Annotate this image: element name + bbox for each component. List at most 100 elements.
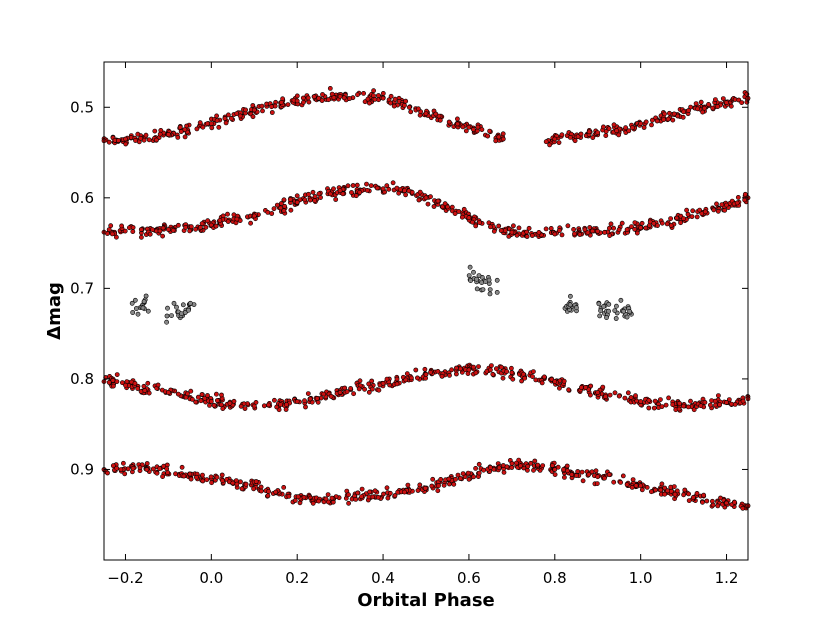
light-curve-point	[258, 484, 264, 490]
light-curve-point	[466, 215, 472, 221]
comparison-star-point	[182, 310, 188, 315]
light-curve-point	[435, 198, 441, 204]
light-curve-point	[436, 483, 441, 489]
comparison-star-point	[133, 306, 139, 311]
comparison-star-point	[130, 310, 136, 315]
comparison-star-point	[487, 287, 493, 292]
light-curve-point	[589, 469, 595, 475]
light-curve-point	[595, 130, 601, 135]
light-curve-point	[662, 485, 668, 491]
light-curve-point	[312, 198, 318, 203]
light-curve-point	[189, 396, 195, 402]
light-curve-point	[395, 489, 401, 495]
comparison-star-point	[135, 311, 141, 317]
light-curve-point	[402, 489, 407, 495]
light-curve-point	[611, 225, 616, 231]
light-curve-point	[118, 467, 124, 472]
light-curve-point	[428, 194, 433, 200]
light-curve-point	[649, 122, 654, 128]
light-curve-point	[238, 479, 243, 485]
light-curve-point	[567, 134, 573, 140]
light-curve-point	[561, 378, 567, 384]
light-curve-point	[525, 463, 531, 469]
light-curve-point	[661, 117, 667, 122]
light-curve-point	[447, 372, 452, 378]
light-curve-point	[547, 142, 552, 148]
light-curve-point	[550, 463, 555, 468]
light-curve-point	[141, 383, 147, 389]
y-tick-label: 0.9	[70, 460, 94, 478]
light-curve-point	[619, 220, 625, 226]
light-curve-point	[286, 493, 292, 499]
light-curve-point	[337, 188, 343, 193]
light-curve-point	[170, 227, 176, 233]
light-curve-point	[326, 97, 331, 103]
light-curve-point	[261, 403, 267, 409]
light-curve-point	[634, 230, 640, 236]
light-curve-point	[157, 228, 163, 234]
light-curve-point	[680, 114, 686, 120]
comparison-star-point	[480, 287, 486, 292]
light-curve-point	[160, 225, 166, 231]
light-curve-point	[122, 228, 128, 234]
light-curve-point	[357, 189, 363, 195]
x-tick-label: 0.8	[543, 569, 567, 587]
light-curve-point	[487, 465, 493, 470]
light-curve-point	[456, 209, 462, 214]
light-curve-point	[582, 227, 588, 232]
light-curve-point	[366, 100, 372, 106]
light-curve-point	[374, 185, 380, 191]
light-curve-point	[557, 228, 562, 233]
light-curve-point	[150, 227, 155, 232]
light-curve-point	[157, 131, 163, 137]
comparison-star-point	[627, 308, 632, 314]
light-curve-point	[706, 102, 711, 107]
light-curve-point	[453, 371, 459, 377]
light-curve-point	[316, 191, 322, 197]
light-curve-point	[175, 391, 181, 397]
light-curve-point	[182, 127, 188, 133]
light-curve-point	[164, 462, 170, 468]
light-curve-point	[375, 93, 381, 98]
light-curve-point	[662, 491, 668, 497]
light-curve-point	[649, 489, 654, 495]
light-curve-point	[654, 118, 660, 124]
light-curve-point	[579, 469, 585, 475]
light-curve-point	[251, 107, 257, 113]
light-curve-point	[181, 473, 187, 479]
light-curve-point	[402, 103, 407, 108]
light-curve-point	[344, 389, 350, 395]
light-curve-point	[574, 473, 579, 478]
light-curve-point	[702, 399, 708, 405]
light-curve-point	[460, 471, 466, 476]
light-curve-point	[559, 232, 565, 238]
comparison-star-point	[474, 276, 479, 282]
light-curve-point	[205, 218, 211, 224]
light-curve-point	[422, 366, 428, 372]
light-curve-point	[231, 212, 237, 218]
light-curve-point	[595, 390, 601, 395]
light-curve-point	[690, 208, 696, 214]
light-curve-point	[552, 136, 558, 142]
light-curve-point	[466, 367, 472, 373]
light-curve-point	[137, 465, 143, 470]
light-curve-point	[307, 197, 313, 203]
light-curve-point	[214, 474, 220, 480]
light-curve-point	[194, 126, 200, 132]
light-curve-point	[143, 132, 149, 138]
light-curve-point	[384, 183, 390, 189]
light-curve-point	[559, 132, 565, 138]
light-curve-point	[333, 197, 339, 202]
light-curve-point	[473, 465, 478, 471]
light-curve-point	[461, 206, 467, 212]
light-curve-point	[198, 398, 204, 404]
light-curve-point	[698, 403, 704, 409]
comparison-star-point	[180, 302, 186, 308]
light-curve-point	[717, 402, 722, 408]
light-curve-point	[188, 388, 194, 394]
light-curve-point	[195, 394, 201, 400]
light-curve-point	[528, 460, 534, 466]
light-curve-point	[130, 465, 136, 471]
light-curve-point	[227, 400, 233, 406]
light-curve-point	[651, 220, 657, 226]
